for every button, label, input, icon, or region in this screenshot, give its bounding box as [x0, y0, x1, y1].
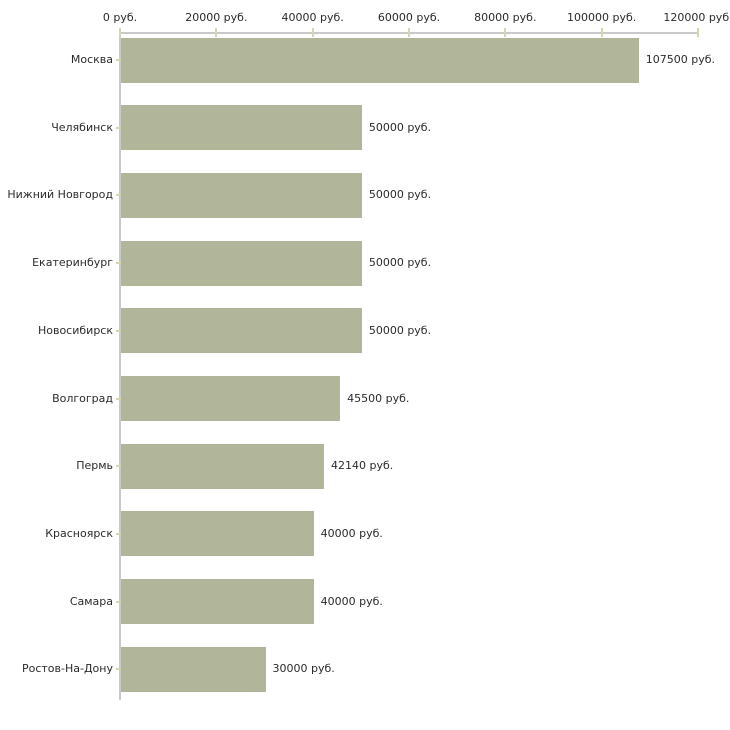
category-tick-mark: [116, 532, 121, 535]
value-label: 50000 руб.: [368, 188, 432, 202]
bar: [121, 240, 362, 286]
x-tick-mark: [119, 28, 121, 37]
x-tick-label: 120000 руб.: [663, 11, 730, 24]
category-label: Москва: [70, 53, 113, 66]
value-label: 50000 руб.: [368, 323, 432, 337]
value-label: 40000 руб.: [320, 594, 383, 608]
value-label: 30000 руб.: [272, 662, 335, 676]
bar: [121, 37, 639, 83]
category-label: Челябинск: [51, 120, 113, 134]
value-label: 50000 руб.: [368, 120, 432, 134]
x-tick-label: 80000 руб.: [474, 11, 537, 24]
category-label: Екатеринбург: [32, 256, 113, 270]
x-tick-mark: [696, 28, 699, 37]
y-axis-line: [119, 32, 121, 700]
x-tick-label: 100000 руб.: [567, 11, 637, 24]
category-tick-mark: [116, 465, 121, 468]
bar: [121, 646, 266, 692]
value-label: 40000 руб.: [320, 526, 383, 540]
category-label: Самара: [69, 594, 113, 608]
category-tick-mark: [116, 397, 121, 400]
bar: [121, 579, 314, 625]
category-tick-mark: [116, 126, 121, 129]
bar: [121, 443, 324, 489]
category-label: Ростов-На-Дону: [21, 662, 113, 676]
value-label: 45500 руб.: [347, 391, 410, 405]
category-tick-mark: [116, 329, 121, 332]
value-label: 42140 руб.: [330, 459, 394, 473]
category-tick-mark: [116, 262, 121, 265]
category-label: Волгоград: [52, 391, 113, 405]
x-tick-mark: [215, 28, 218, 37]
bar: [121, 105, 362, 151]
category-tick-mark: [116, 194, 121, 197]
x-tick-mark: [407, 28, 410, 37]
category-label: Пермь: [76, 459, 113, 473]
bar: [121, 376, 341, 421]
category-label: Новосибирск: [37, 323, 113, 337]
x-tick-label: 60000 руб.: [377, 11, 441, 24]
category-tick-mark: [116, 59, 121, 61]
x-tick-mark: [504, 28, 507, 37]
bar: [121, 308, 362, 354]
value-label: 50000 руб.: [368, 256, 432, 270]
bar: [121, 511, 314, 557]
bar: [121, 172, 362, 218]
category-tick-mark: [116, 600, 121, 603]
x-tick-mark: [311, 28, 314, 37]
x-tick-mark: [600, 28, 603, 37]
category-tick-mark: [116, 668, 121, 671]
x-tick-label: 0 руб.: [102, 11, 138, 24]
x-tick-label: 20000 руб.: [185, 11, 248, 24]
value-label: 107500 руб.: [645, 53, 716, 66]
x-tick-label: 40000 руб.: [281, 11, 344, 24]
category-label: Нижний Новгород: [7, 188, 113, 202]
category-label: Красноярск: [45, 526, 113, 540]
